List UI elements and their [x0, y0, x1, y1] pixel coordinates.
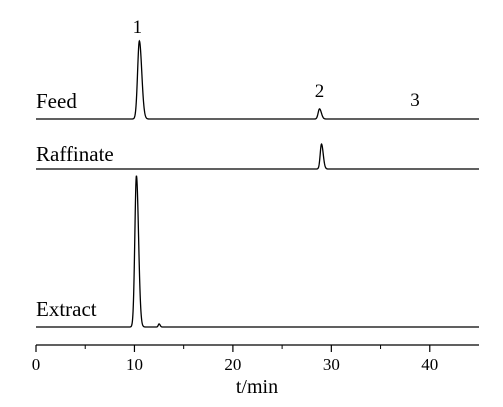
peak-label: 2	[315, 81, 325, 102]
x-tick-label: 40	[421, 355, 438, 374]
peak-label: 1	[133, 17, 143, 38]
peak-label: 3	[410, 90, 420, 111]
trace-labels: Feed Raffinate Extract	[36, 89, 114, 321]
x-tick-label: 0	[32, 355, 41, 374]
x-tick-label: 20	[224, 355, 241, 374]
trace-feed	[36, 39, 479, 120]
chromatogram-traces	[36, 39, 479, 328]
trace-label-feed: Feed	[36, 89, 77, 113]
x-axis-ticks: 0 10 20 30 40	[32, 345, 438, 374]
trace-label-extract: Extract	[36, 297, 97, 321]
trace-raffinate	[36, 143, 479, 170]
trace-extract	[36, 175, 479, 328]
trace-label-raffinate: Raffinate	[36, 142, 114, 166]
peak-number-labels: 1 2 3	[133, 17, 420, 111]
x-tick-label: 10	[126, 355, 143, 374]
x-axis-title: t/min	[236, 376, 278, 398]
x-tick-label: 30	[323, 355, 340, 374]
x-axis: 0 10 20 30 40 t/min	[32, 344, 479, 398]
